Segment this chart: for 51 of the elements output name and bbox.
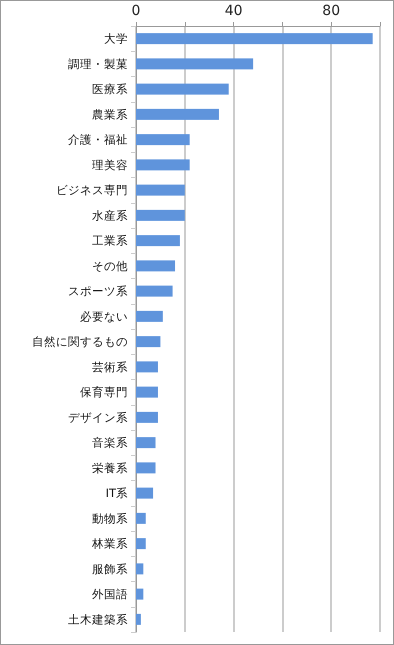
y-tick-label: その他: [92, 258, 128, 273]
bar: [136, 33, 373, 44]
y-tick-label: 大学: [104, 32, 128, 46]
x-tick-label: 0: [132, 3, 140, 19]
bar: [136, 134, 190, 146]
x-tick-label: 80: [322, 3, 340, 19]
y-tick-label: 芸術系: [92, 360, 128, 374]
bar: [136, 286, 173, 297]
bar: [136, 184, 185, 196]
bar: [136, 235, 180, 246]
y-tick-label: 水産系: [92, 208, 128, 222]
bar: [136, 538, 146, 550]
y-tick-label: スポーツ系: [68, 284, 128, 298]
y-tick-label: 土木建築系: [68, 612, 128, 626]
x-tick-label: 40: [224, 3, 243, 19]
y-tick-label: 医療系: [92, 82, 128, 96]
bar: [136, 563, 144, 574]
bar: [136, 260, 176, 272]
bar: [136, 412, 158, 423]
y-tick-label: 調理・製菓: [68, 56, 128, 71]
bar: [136, 614, 141, 625]
bar: [136, 336, 160, 348]
bar: [136, 386, 158, 398]
y-tick-label: 農業系: [92, 107, 128, 122]
bar: [136, 488, 154, 499]
y-tick-label: 動物系: [92, 511, 128, 526]
y-tick-label: 服飾系: [92, 562, 128, 576]
y-tick-label: 保育専門: [80, 385, 128, 400]
y-tick-label: 外国語: [92, 587, 128, 602]
y-tick-label: デザイン系: [68, 410, 128, 424]
bar: [136, 462, 156, 474]
bar: [136, 210, 185, 221]
y-tick-label: 工業系: [92, 234, 128, 248]
y-tick-label: 栄養系: [92, 460, 128, 475]
bar: [136, 159, 190, 170]
bar: [136, 437, 156, 448]
y-tick-label: 介護・福祉: [68, 132, 128, 147]
bar: [136, 361, 158, 372]
bar: [136, 58, 254, 70]
y-tick-label: IT系: [106, 486, 128, 500]
y-tick-label: 林業系: [91, 536, 128, 551]
y-tick-label: 必要ない: [80, 309, 128, 324]
y-tick-label: 音楽系: [92, 436, 128, 450]
bar: [136, 588, 144, 600]
bar: [136, 84, 229, 95]
bar: [136, 108, 219, 120]
bar: [136, 512, 146, 524]
y-tick-label: 理美容: [92, 158, 128, 172]
bar: [136, 310, 163, 322]
y-tick-label: ビジネス専門: [56, 183, 128, 198]
y-tick-label: 自然に関するもの: [32, 334, 128, 349]
